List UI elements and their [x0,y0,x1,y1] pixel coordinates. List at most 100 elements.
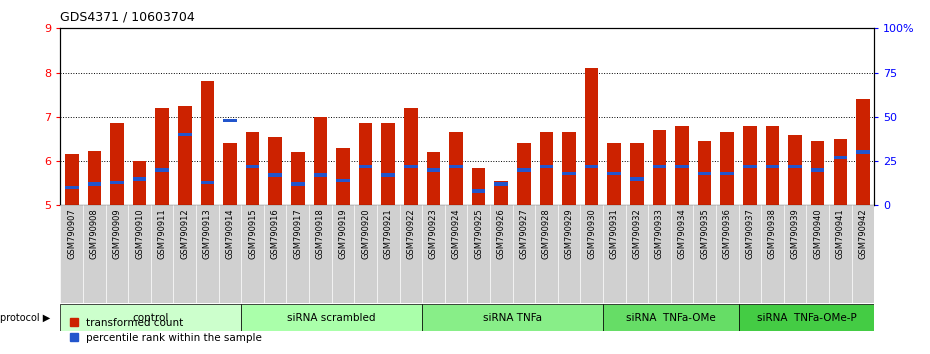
Bar [337,148,350,205]
Bar [675,165,689,168]
Text: GSM790933: GSM790933 [655,208,664,259]
FancyBboxPatch shape [694,205,716,303]
Bar [201,81,214,205]
Text: GSM790908: GSM790908 [90,208,99,259]
Text: GSM790930: GSM790930 [587,208,596,259]
FancyBboxPatch shape [761,205,784,303]
Text: GSM790926: GSM790926 [497,208,506,259]
Bar [698,172,711,175]
Text: GSM790924: GSM790924 [452,208,460,259]
Text: GSM790915: GSM790915 [248,208,257,259]
FancyBboxPatch shape [671,205,694,303]
Bar [313,173,327,177]
Bar [404,108,418,205]
Bar [630,177,644,181]
Bar [155,108,169,205]
Bar [472,189,485,193]
Bar [133,177,146,181]
FancyBboxPatch shape [128,205,151,303]
FancyBboxPatch shape [738,205,761,303]
FancyBboxPatch shape [377,205,400,303]
Text: GSM790914: GSM790914 [225,208,234,259]
Bar [359,124,372,205]
Bar [269,173,282,177]
FancyBboxPatch shape [106,205,128,303]
Text: GSM790917: GSM790917 [293,208,302,259]
Bar [517,168,531,172]
Text: GSM790925: GSM790925 [474,208,483,259]
FancyBboxPatch shape [400,205,422,303]
Text: control: control [133,313,169,323]
Bar [291,152,304,205]
Text: GSM790913: GSM790913 [203,208,212,259]
FancyBboxPatch shape [332,205,354,303]
Bar [653,165,666,168]
FancyBboxPatch shape [558,205,580,303]
FancyBboxPatch shape [354,205,377,303]
FancyBboxPatch shape [196,205,219,303]
Bar [563,172,576,175]
Bar [811,168,825,172]
Text: GSM790942: GSM790942 [858,208,868,259]
Bar [743,126,757,205]
FancyBboxPatch shape [603,205,626,303]
Bar [178,133,192,136]
Text: GSM790937: GSM790937 [745,208,754,259]
Bar [178,106,192,205]
Bar [427,152,440,205]
Bar [789,135,802,205]
Text: siRNA  TNFa-OMe-P: siRNA TNFa-OMe-P [756,313,857,323]
Text: siRNA scrambled: siRNA scrambled [287,313,376,323]
FancyBboxPatch shape [286,205,309,303]
Bar [698,141,711,205]
Bar [246,132,259,205]
FancyBboxPatch shape [174,205,196,303]
Bar [495,181,508,205]
Bar [517,143,531,205]
Bar [765,126,779,205]
FancyBboxPatch shape [626,205,648,303]
Bar [607,143,621,205]
Text: siRNA  TNFa-OMe: siRNA TNFa-OMe [626,313,716,323]
Bar [359,165,372,168]
FancyBboxPatch shape [83,205,106,303]
Bar [65,154,78,205]
Text: GSM790939: GSM790939 [790,208,800,259]
Bar [427,168,440,172]
FancyBboxPatch shape [716,205,738,303]
Bar [743,165,757,168]
Text: GSM790912: GSM790912 [180,208,190,259]
Bar [313,117,327,205]
Text: GSM790928: GSM790928 [542,208,551,259]
Text: GSM790923: GSM790923 [429,208,438,259]
Bar [539,132,553,205]
Text: GSM790919: GSM790919 [339,208,348,259]
FancyBboxPatch shape [60,304,241,331]
Bar [449,165,463,168]
Bar [87,182,101,186]
Bar [585,68,598,205]
Bar [223,119,237,122]
Bar [607,172,621,175]
Bar [721,132,734,205]
Bar [833,156,847,159]
Bar [110,124,124,205]
Text: GSM790929: GSM790929 [565,208,574,259]
Bar [539,165,553,168]
FancyBboxPatch shape [264,205,286,303]
FancyBboxPatch shape [784,205,806,303]
Bar [630,143,644,205]
Text: GSM790931: GSM790931 [610,208,618,259]
FancyBboxPatch shape [603,304,738,331]
Bar [653,130,666,205]
Text: GSM790922: GSM790922 [406,208,416,259]
Text: protocol ▶: protocol ▶ [0,313,50,323]
Text: GSM790940: GSM790940 [813,208,822,259]
FancyBboxPatch shape [422,205,445,303]
Text: GSM790921: GSM790921 [384,208,392,259]
Bar [563,132,576,205]
Bar [381,124,395,205]
Bar [65,186,78,189]
Bar [223,143,237,205]
Legend: transformed count, percentile rank within the sample: transformed count, percentile rank withi… [66,314,267,347]
